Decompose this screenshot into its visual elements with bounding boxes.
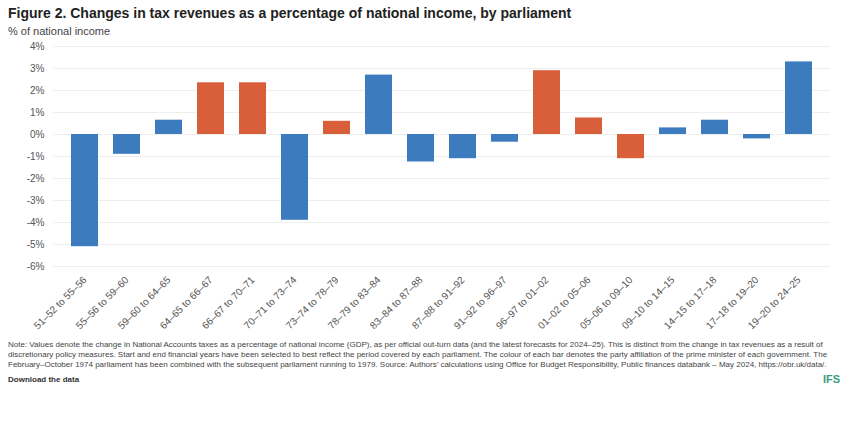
- svg-text:-4%: -4%: [27, 217, 45, 228]
- svg-text:17–18 to 19–20: 17–18 to 19–20: [703, 274, 761, 332]
- html-text:IFS: IFS: [822, 373, 840, 385]
- svg-text:59–60 to 64–65: 59–60 to 64–65: [115, 274, 173, 332]
- svg-text:05–06 to 09–10: 05–06 to 09–10: [577, 274, 635, 332]
- svg-text:2%: 2%: [30, 85, 45, 96]
- svg-text:-1%: -1%: [27, 151, 45, 162]
- svg-text:66–67 to 70–71: 66–67 to 70–71: [199, 274, 257, 332]
- svg-text:1%: 1%: [30, 107, 45, 118]
- html-text:Note: Values denote the change: Note: Values denote the change in Nation…: [8, 340, 828, 369]
- svg-text:83–84 to 87–88: 83–84 to 87–88: [367, 274, 425, 332]
- svg-text:09–10 to 14–15: 09–10 to 14–15: [619, 274, 677, 332]
- svg-text:-2%: -2%: [27, 173, 45, 184]
- svg-text:-3%: -3%: [27, 195, 45, 206]
- svg-text:55–56 to 59–60: 55–56 to 59–60: [73, 274, 131, 332]
- html-text:Download the data: Download the data: [8, 374, 80, 384]
- svg-text:91–92 to 96–97: 91–92 to 96–97: [451, 274, 509, 332]
- svg-text:73–74 to 78–79: 73–74 to 78–79: [283, 274, 341, 332]
- svg-text:0%: 0%: [30, 129, 45, 140]
- svg-text:01–02 to 05–06: 01–02 to 05–06: [535, 274, 593, 332]
- svg-text:87–88 to 91–92: 87–88 to 91–92: [409, 274, 467, 332]
- svg-text:-5%: -5%: [27, 239, 45, 250]
- svg-text:19–20 to 24–25: 19–20 to 24–25: [746, 274, 803, 331]
- svg-text:96–97 to 01–02: 96–97 to 01–02: [493, 274, 551, 332]
- svg-text:-6%: -6%: [27, 261, 45, 272]
- svg-text:4%: 4%: [30, 41, 45, 52]
- svg-text:3%: 3%: [30, 63, 45, 74]
- svg-text:64–65 to 66–67: 64–65 to 66–67: [157, 274, 215, 332]
- svg-text:51–52 to 55–56: 51–52 to 55–56: [31, 274, 89, 332]
- svg-text:70–71 to 73–74: 70–71 to 73–74: [241, 274, 299, 332]
- svg-text:78–79 to 83–84: 78–79 to 83–84: [325, 274, 383, 332]
- svg-text:14–15 to 17–18: 14–15 to 17–18: [661, 274, 719, 332]
- html-text:Figure 2. Changes in tax reven: Figure 2. Changes in tax revenues as a p…: [8, 5, 572, 21]
- html-text:% of national income: % of national income: [8, 25, 111, 37]
